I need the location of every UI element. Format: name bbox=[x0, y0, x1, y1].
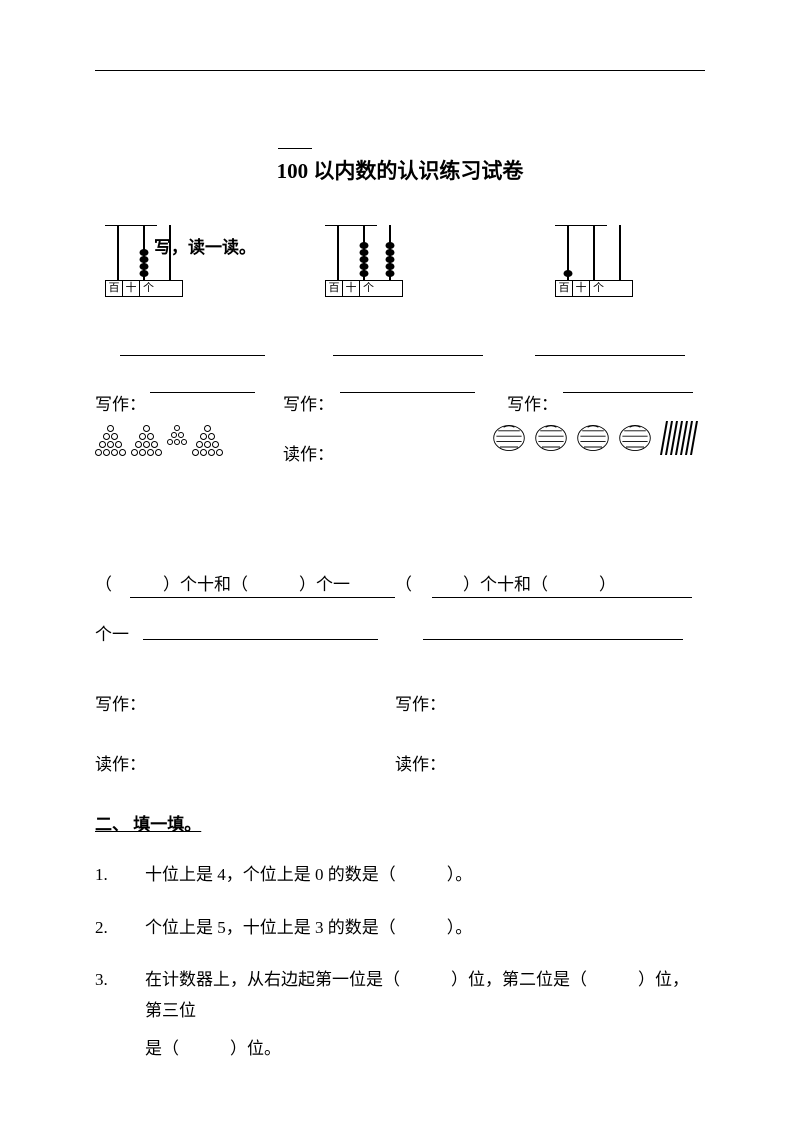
abacus-label: 个 bbox=[140, 281, 157, 296]
q-text: 在计数器上，从右边起第一位是（ ）位，第二位是（ ）位，第三位 bbox=[145, 965, 705, 1026]
header-rule bbox=[95, 70, 705, 71]
sticks-icon bbox=[663, 421, 695, 455]
abacus-label: 个 bbox=[360, 281, 377, 296]
q-text: 是（ ）位。 bbox=[145, 1034, 705, 1065]
write-label-1: 写作： bbox=[95, 390, 146, 415]
answer-lines-row1 bbox=[95, 355, 705, 375]
triangle-10 bbox=[95, 425, 126, 456]
abacus-label: 十 bbox=[573, 281, 590, 296]
write-label-s2-1: 写作： bbox=[95, 690, 395, 715]
write-label-2: 写作： bbox=[283, 390, 334, 415]
question-1: 1. 十位上是 4，个位上是 0 的数是（ ）。 bbox=[95, 860, 705, 891]
abacus-label: 十 bbox=[343, 281, 360, 296]
bundle-icon bbox=[491, 420, 527, 456]
bundle-icon bbox=[617, 420, 653, 456]
bundle-icon bbox=[533, 420, 569, 456]
image-row: 读作： bbox=[95, 420, 705, 480]
question-2: 2. 个位上是 5，十位上是 3 的数是（ ）。 bbox=[95, 913, 705, 944]
read-label-s2-2: 读作： bbox=[395, 750, 446, 775]
abacus-label: 百 bbox=[326, 281, 343, 296]
q-text: 个位上是 5，十位上是 3 的数是（ ）。 bbox=[145, 913, 705, 944]
q-text: 十位上是 4，个位上是 0 的数是（ ）。 bbox=[145, 860, 705, 891]
triangle-10 bbox=[192, 425, 223, 456]
abacus-label: 百 bbox=[556, 281, 573, 296]
q-number: 1. bbox=[95, 860, 145, 891]
q-number: 3. bbox=[95, 965, 145, 1026]
abacus-label: 个 bbox=[590, 281, 607, 296]
section-two: （ ）个十和（ ）个一 （ ）个十和（ ） 个一 写作： 写作： 读作： 读作： bbox=[95, 570, 705, 775]
write-label-s2-2: 写作： bbox=[395, 690, 446, 715]
section-one: 写，读一读。 百 十 个 bbox=[95, 225, 705, 345]
abacus-3: 百 十 个 bbox=[555, 225, 633, 297]
worksheet-title: 100 以内数的认识练习试卷 bbox=[95, 155, 705, 185]
write-label-3: 写作： bbox=[507, 390, 558, 415]
abacus-2: 百 十 个 bbox=[325, 225, 403, 297]
abacus-label: 十 bbox=[123, 281, 140, 296]
q-number: 2. bbox=[95, 913, 145, 944]
question-3: 3. 在计数器上，从右边起第一位是（ ）位，第二位是（ ）位，第三位 bbox=[95, 965, 705, 1026]
title-underline bbox=[278, 148, 312, 149]
abacus-1: 百 十 个 bbox=[105, 225, 183, 297]
section-three: 二、 填一填。 1. 十位上是 4，个位上是 0 的数是（ ）。 2. 个位上是… bbox=[95, 810, 705, 1065]
blank-text-1: （ ）个十和（ ）个一 bbox=[95, 575, 350, 594]
question-3-cont: 是（ ）位。 bbox=[95, 1034, 705, 1065]
abacus-label: 百 bbox=[106, 281, 123, 296]
read-label: 读作： bbox=[283, 440, 334, 465]
bundle-icon bbox=[575, 420, 611, 456]
triangle-10 bbox=[131, 425, 162, 456]
write-row: 写作： 写作： 写作： bbox=[95, 390, 705, 420]
section3-title: 二、 填一填。 bbox=[95, 810, 705, 835]
blank-text-3: 个一 bbox=[95, 625, 129, 644]
read-label-s2-1: 读作： bbox=[95, 750, 395, 775]
blank-text-2: （ ）个十和（ ） bbox=[395, 575, 616, 594]
triangle-small bbox=[167, 425, 187, 456]
